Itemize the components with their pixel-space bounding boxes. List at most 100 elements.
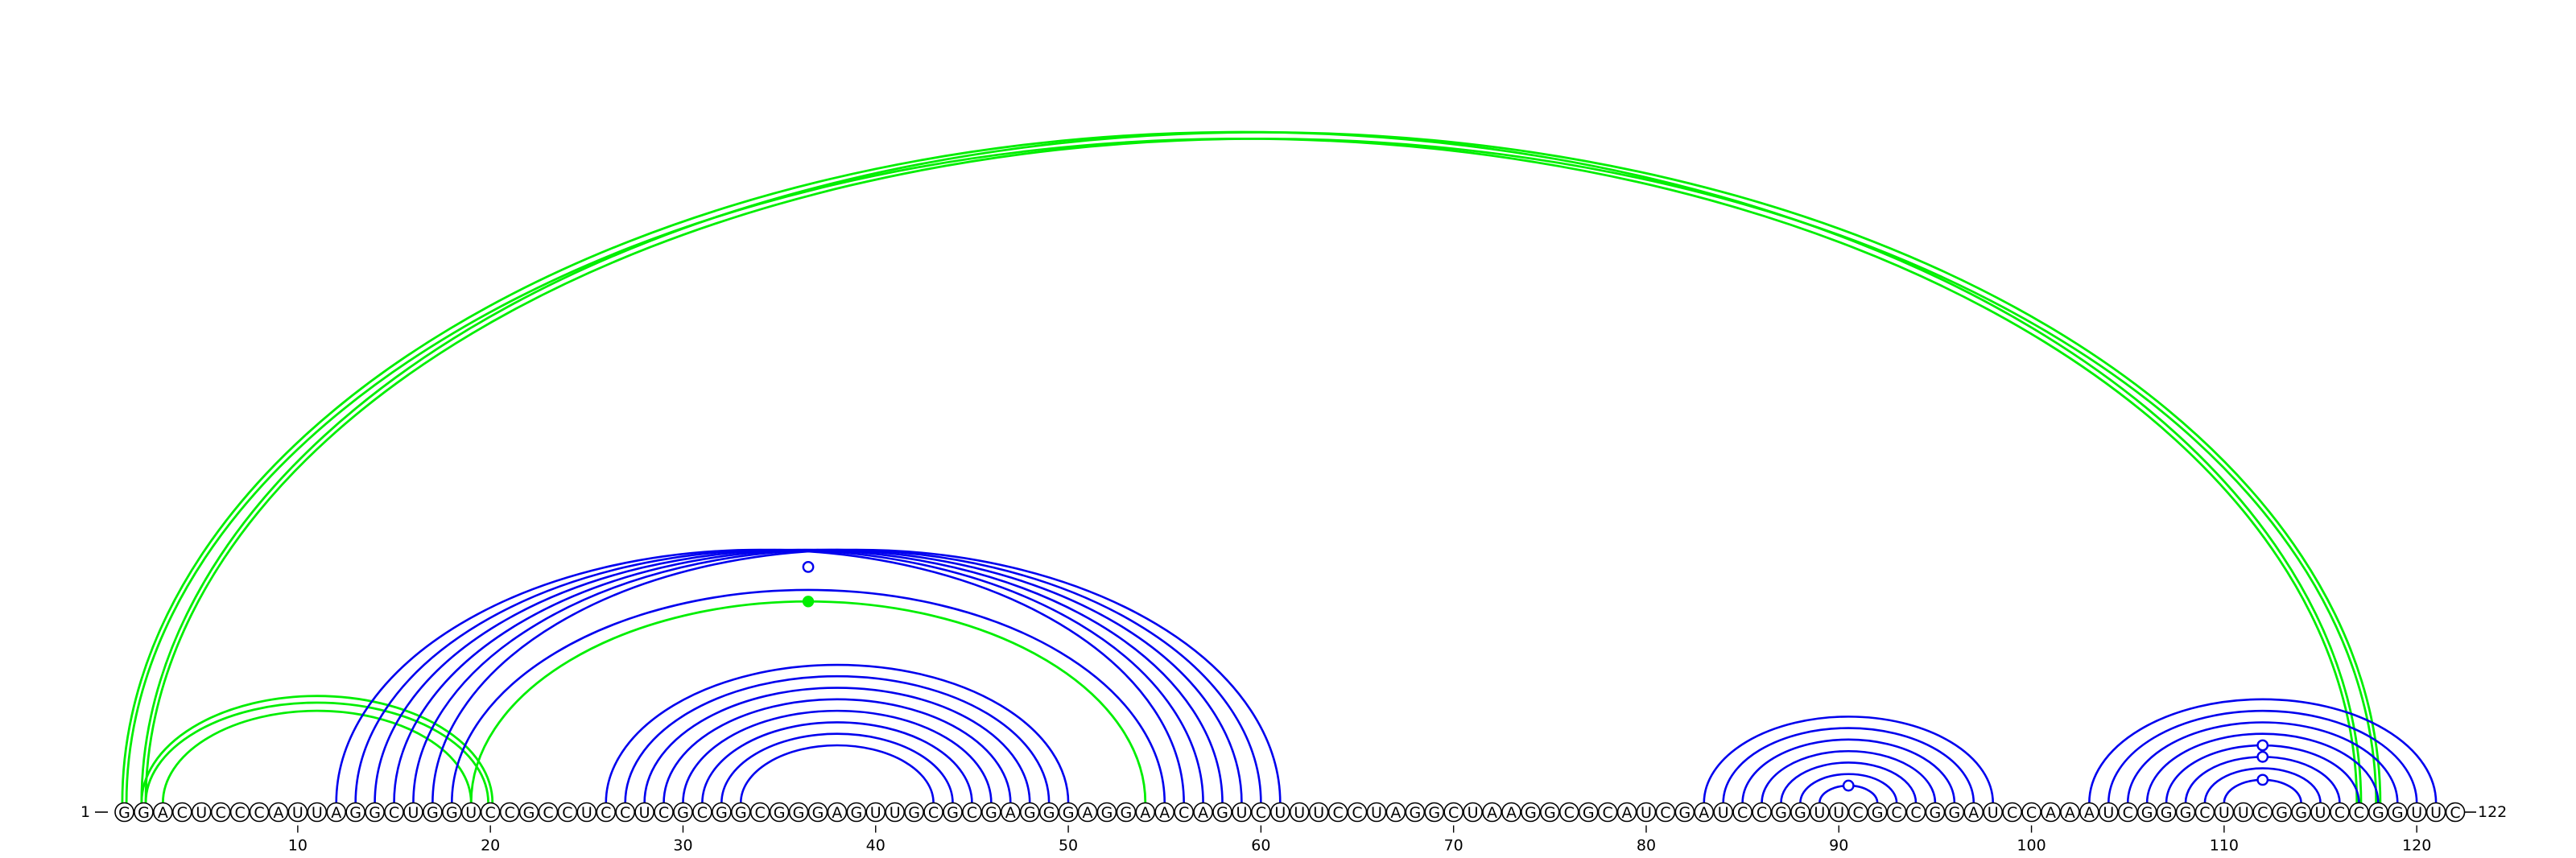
- blue-arc-88-93: [1799, 773, 1898, 803]
- nucleotide-65-circle: [1347, 802, 1368, 823]
- nucleotide-39-letter: G: [850, 804, 862, 822]
- nucleotide-16-circle: [403, 802, 423, 823]
- blue-arc-27-49: [624, 674, 1051, 803]
- nucleotide-14-letter: G: [369, 804, 381, 822]
- nucleotide-117-circle: [2349, 802, 2369, 823]
- nucleotide-92-circle: [1867, 802, 1888, 823]
- blue-arc-29-47: [663, 698, 1012, 803]
- nucleotide-52-circle: [1096, 802, 1117, 823]
- nucleotide-38-letter: A: [832, 804, 842, 822]
- tick-label-120: 120: [2402, 837, 2431, 855]
- blue-arc-104-120: [2107, 709, 2418, 803]
- nucleotide-85-circle: [1732, 802, 1752, 823]
- nucleotide-17-circle: [423, 802, 443, 823]
- nucleotide-30-letter: G: [677, 804, 689, 822]
- nucleotide-97-letter: A: [1968, 804, 1979, 822]
- nucleotide-60-letter: C: [1256, 804, 1266, 822]
- nucleotide-33-circle: [730, 802, 751, 823]
- nucleotide-50-circle: [1058, 802, 1079, 823]
- nucleotide-120-circle: [2406, 802, 2427, 823]
- nucleotide-3-circle: [153, 802, 173, 823]
- tick-label-100: 100: [2017, 837, 2046, 855]
- blue-arc-87-94: [1780, 761, 1918, 803]
- nucleotide-41-circle: [885, 802, 905, 823]
- nucleotide-112-circle: [2252, 802, 2273, 823]
- tick-label-90: 90: [1829, 837, 1848, 855]
- nucleotide-105-circle: [2117, 802, 2138, 823]
- blue-arc-83-98: [1703, 716, 1995, 803]
- nucleotide-15-letter: C: [389, 804, 399, 822]
- nucleotide-103-letter: A: [2084, 804, 2095, 822]
- nucleotide-69-letter: G: [1428, 804, 1440, 822]
- nucleotide-115-letter: U: [2315, 804, 2326, 822]
- nucleotide-42-letter: G: [908, 804, 920, 822]
- blue-arc-84-97: [1722, 727, 1975, 803]
- blue-arc-103-121: [2088, 698, 2438, 803]
- nucleotide-32-circle: [712, 802, 732, 823]
- nucleotide-27-circle: [615, 802, 635, 823]
- nucleotide-26-letter: C: [601, 804, 611, 822]
- green-arc-2-118-outer: [140, 130, 2382, 803]
- nucleotide-107-letter: G: [2161, 804, 2173, 822]
- nucleotide-57-circle: [1193, 802, 1213, 823]
- nucleotide-116-letter: C: [2334, 804, 2345, 822]
- nucleotide-26-circle: [596, 802, 617, 823]
- nucleotide-19-letter: U: [465, 804, 477, 822]
- nucleotide-73-letter: A: [1506, 804, 1517, 822]
- blue-arc-106-118: [2145, 732, 2380, 803]
- nucleotide-79-circle: [1616, 802, 1637, 823]
- nucleotide-50-letter: G: [1063, 804, 1075, 822]
- nucleotide-79-letter: A: [1622, 804, 1633, 822]
- pair-marker-19-54: [802, 596, 815, 608]
- nucleotide-106-letter: G: [2141, 804, 2153, 822]
- nucleotide-31-letter: C: [697, 804, 708, 822]
- nucleotide-13-letter: G: [349, 804, 361, 822]
- nucleotide-20-letter: C: [485, 804, 496, 822]
- nucleotide-118-circle: [2368, 802, 2388, 823]
- nucleotide-100-letter: C: [2026, 804, 2037, 822]
- nucleotide-5-letter: U: [196, 804, 207, 822]
- nucleotide-31-circle: [692, 802, 712, 823]
- nucleotide-7-circle: [229, 802, 250, 823]
- nucleotide-29-circle: [654, 802, 674, 823]
- nucleotide-78-letter: C: [1602, 804, 1612, 822]
- nucleotide-49-letter: G: [1043, 804, 1055, 822]
- nucleotide-88-letter: G: [1794, 804, 1806, 822]
- nucleotide-73-circle: [1501, 802, 1521, 823]
- nucleotide-21-letter: C: [504, 804, 514, 822]
- nucleotide-108-letter: G: [2180, 804, 2192, 822]
- nucleotide-40-letter: U: [870, 804, 881, 822]
- nucleotide-23-circle: [538, 802, 559, 823]
- nucleotide-8-circle: [249, 802, 270, 823]
- nucleotide-59-letter: U: [1236, 804, 1247, 822]
- nucleotide-93-circle: [1886, 802, 1907, 823]
- nucleotide-53-circle: [1116, 802, 1137, 823]
- nucleotide-83-circle: [1694, 802, 1715, 823]
- nucleotide-43-circle: [923, 802, 943, 823]
- tick-label-40: 40: [866, 837, 886, 855]
- nucleotide-68-letter: G: [1409, 804, 1421, 822]
- start-label: 1: [80, 803, 90, 821]
- nucleotide-25-circle: [576, 802, 597, 823]
- nucleotide-100-circle: [2021, 802, 2041, 823]
- nucleotide-93-letter: C: [1891, 804, 1901, 822]
- nucleotide-114-letter: G: [2295, 804, 2307, 822]
- nucleotide-42-circle: [904, 802, 924, 823]
- nucleotide-25-letter: U: [581, 804, 592, 822]
- nucleotide-9-letter: A: [273, 804, 283, 822]
- nucleotide-37-letter: G: [812, 804, 824, 822]
- nucleotide-65-letter: C: [1352, 804, 1362, 822]
- nucleotide-109-circle: [2194, 802, 2215, 823]
- blue-arc-33-43: [739, 744, 935, 803]
- nucleotide-108-circle: [2175, 802, 2196, 823]
- nucleotide-59-circle: [1232, 802, 1252, 823]
- nucleotide-81-letter: C: [1660, 804, 1670, 822]
- nucleotide-122-letter: C: [2450, 804, 2460, 822]
- pair-marker-108-116: [2256, 750, 2269, 763]
- nucleotide-60-circle: [1251, 802, 1271, 823]
- blue-arc-18-55: [451, 588, 1166, 803]
- nucleotide-95-letter: G: [1930, 804, 1942, 822]
- nucleotide-27-letter: C: [620, 804, 630, 822]
- nucleotide-62-letter: U: [1294, 804, 1305, 822]
- nucleotide-54-letter: A: [1140, 804, 1150, 822]
